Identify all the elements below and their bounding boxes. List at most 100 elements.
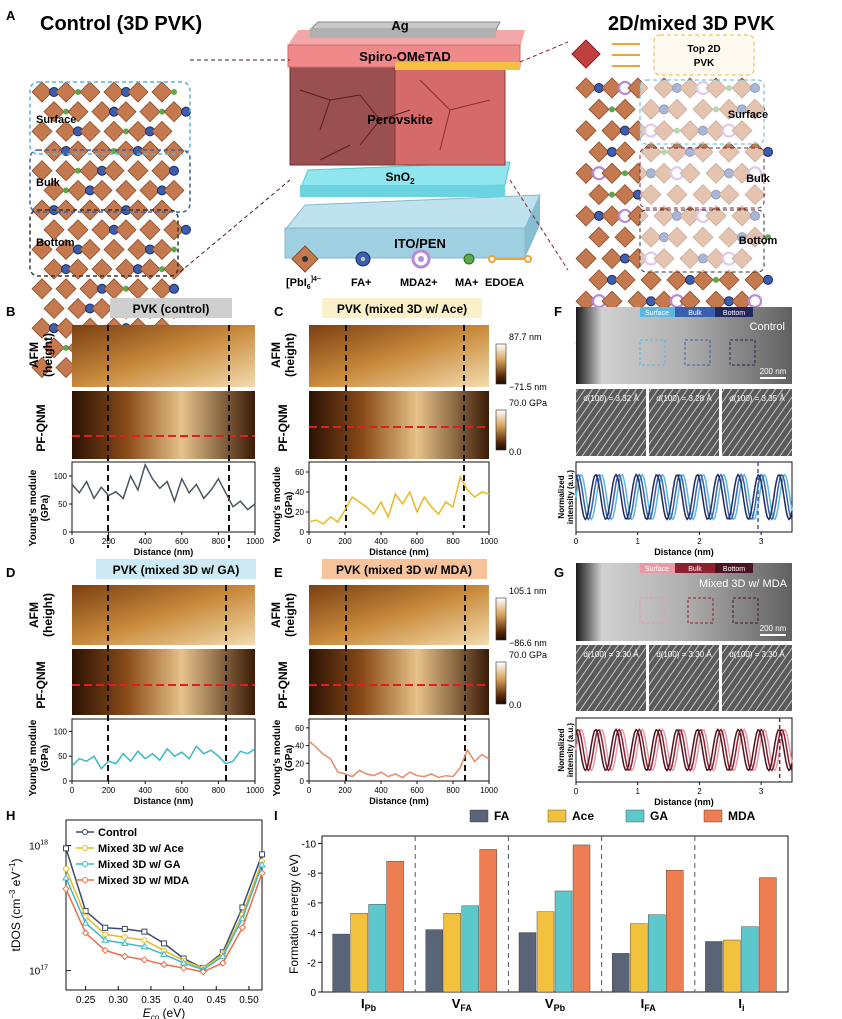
data-point bbox=[101, 946, 109, 955]
data-point bbox=[120, 939, 129, 946]
category-label: VFA bbox=[452, 996, 473, 1013]
x-tick-label: 0.25 bbox=[76, 995, 96, 1006]
y-axis-label: intensity (a.u.) bbox=[566, 470, 575, 525]
hrtem-image bbox=[722, 389, 792, 456]
y-tick-label: 50 bbox=[58, 500, 67, 509]
y-tick-label: -6 bbox=[307, 899, 316, 910]
device-stack: ITO/PEN SnO2 Perovskite Spiro-OMeTAD Ag bbox=[179, 18, 569, 273]
afm-label: AFM bbox=[27, 602, 41, 628]
data-point bbox=[258, 860, 266, 868]
octahedron bbox=[139, 258, 161, 280]
colorbar-top: 70.0 GPa bbox=[509, 650, 547, 660]
afm-height-image bbox=[72, 325, 255, 387]
octahedron bbox=[718, 269, 740, 291]
octahedron bbox=[67, 219, 89, 241]
modulus-line bbox=[308, 474, 490, 525]
category-label: IFA bbox=[641, 996, 657, 1013]
pf-label: PF-QNM bbox=[276, 661, 290, 708]
octahedron bbox=[55, 317, 77, 339]
octahedron bbox=[163, 140, 185, 162]
legend-marker bbox=[82, 861, 88, 867]
legend-swatch bbox=[703, 809, 723, 823]
panel-letter-h: H bbox=[6, 808, 15, 823]
modulus-line bbox=[308, 740, 490, 779]
fa-cation bbox=[169, 165, 179, 176]
octahedron bbox=[115, 219, 137, 241]
octahedron bbox=[127, 120, 149, 142]
layer-ag: Ag bbox=[391, 18, 408, 33]
octahedron bbox=[43, 140, 65, 162]
legend-label-ma: MA+ bbox=[455, 277, 479, 289]
octahedron bbox=[163, 219, 185, 241]
x-tick-label: 2 bbox=[697, 537, 702, 546]
panel-letter-i: I bbox=[274, 808, 278, 823]
octahedron bbox=[91, 258, 113, 280]
colorbar-bottom: −71.5 nm bbox=[509, 382, 547, 392]
afm-label-2: (height) bbox=[41, 593, 55, 637]
pf-qnm-image bbox=[72, 391, 255, 459]
layer-ito: ITO/PEN bbox=[394, 236, 446, 251]
x-axis-label: Distance (nm) bbox=[134, 796, 194, 806]
surface-region-box bbox=[29, 81, 191, 155]
panel-letter-a: A bbox=[6, 8, 16, 23]
ma-cation bbox=[123, 285, 129, 292]
octahedron bbox=[103, 278, 125, 300]
data-point bbox=[199, 968, 207, 976]
octahedron bbox=[601, 120, 623, 142]
x-tick-label: 0 bbox=[574, 787, 579, 796]
ym-label: Young's module bbox=[272, 466, 283, 543]
ym-label-2: (GPa) bbox=[40, 495, 51, 522]
x-tick-label: 200 bbox=[102, 786, 116, 795]
bar bbox=[759, 877, 777, 993]
octahedron bbox=[115, 258, 137, 280]
y-tick-label: 0 bbox=[310, 988, 316, 999]
ma-cation bbox=[609, 106, 615, 113]
x-tick-label: 0 bbox=[307, 786, 312, 795]
y-tick-label: 1017 bbox=[29, 965, 48, 978]
legend-marker bbox=[82, 829, 88, 835]
octahedron bbox=[151, 160, 173, 182]
octahedron bbox=[588, 141, 610, 163]
panel-letter-g: G bbox=[554, 565, 564, 580]
octahedron bbox=[67, 140, 89, 162]
data-point bbox=[63, 865, 69, 872]
x-tick-label: 400 bbox=[374, 786, 388, 795]
octahedron bbox=[79, 238, 101, 261]
octahedron bbox=[601, 247, 623, 270]
octahedron bbox=[601, 162, 623, 184]
y-tick-label: 1018 bbox=[29, 840, 48, 853]
octahedron bbox=[55, 238, 77, 261]
octahedron bbox=[151, 120, 173, 142]
octahedron bbox=[103, 120, 125, 142]
mixed-title: 2D/mixed 3D PVK bbox=[608, 13, 775, 35]
octahedron bbox=[151, 81, 173, 103]
octahedron bbox=[614, 98, 636, 120]
y-tick-label: 40 bbox=[295, 488, 304, 497]
ma-cation bbox=[171, 89, 177, 95]
bar bbox=[518, 932, 537, 993]
octahedron bbox=[127, 81, 149, 103]
bar bbox=[425, 929, 443, 993]
ma-cation bbox=[765, 234, 771, 241]
pf-qnm-image bbox=[309, 649, 489, 715]
y-tick-label: -10 bbox=[302, 839, 317, 850]
hrtem-image bbox=[649, 645, 719, 711]
hrtem-image bbox=[649, 389, 719, 456]
octahedron bbox=[151, 199, 173, 221]
panel-f: F Surface Bulk Bottom Control 200 nm d(1… bbox=[554, 304, 793, 557]
panel-letter-e: E bbox=[274, 565, 283, 580]
octahedron bbox=[55, 278, 77, 300]
x-tick-label: 0.30 bbox=[109, 995, 129, 1006]
modulus-colorbar bbox=[495, 661, 507, 705]
octahedron bbox=[43, 297, 65, 320]
octahedron bbox=[588, 184, 610, 206]
y-axis-label: Normalized bbox=[557, 475, 566, 518]
afm-title-bg bbox=[96, 559, 256, 579]
octahedron bbox=[55, 120, 77, 142]
data-point bbox=[218, 952, 227, 959]
x-tick-label: 400 bbox=[139, 537, 153, 546]
region-label-surface: Surface bbox=[36, 114, 76, 126]
tem-overview-image bbox=[576, 307, 792, 384]
afm-height-image bbox=[309, 325, 489, 387]
